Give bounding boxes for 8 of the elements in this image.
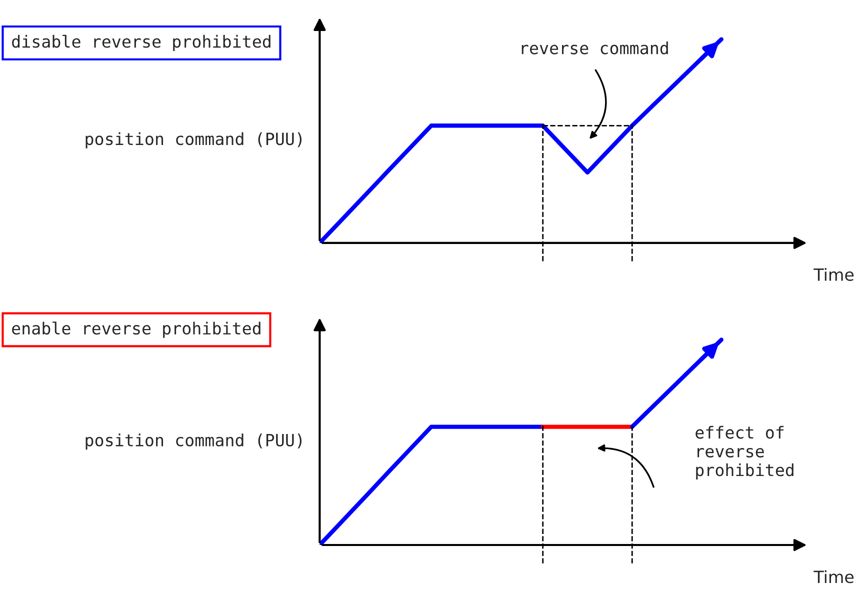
text: disable reverse prohibited — [12, 34, 270, 52]
x-axis-title: Time — [814, 570, 854, 584]
y-axis-title: position command (PUU) — [86, 434, 302, 450]
text: enable reverse prohibited — [12, 322, 260, 338]
annotation: effect of reverse prohibited — [696, 426, 794, 480]
y-axis-title: position command (PUU) — [86, 132, 302, 148]
annotation: reverse command — [522, 41, 668, 54]
x-axis-title: Time — [814, 268, 854, 281]
